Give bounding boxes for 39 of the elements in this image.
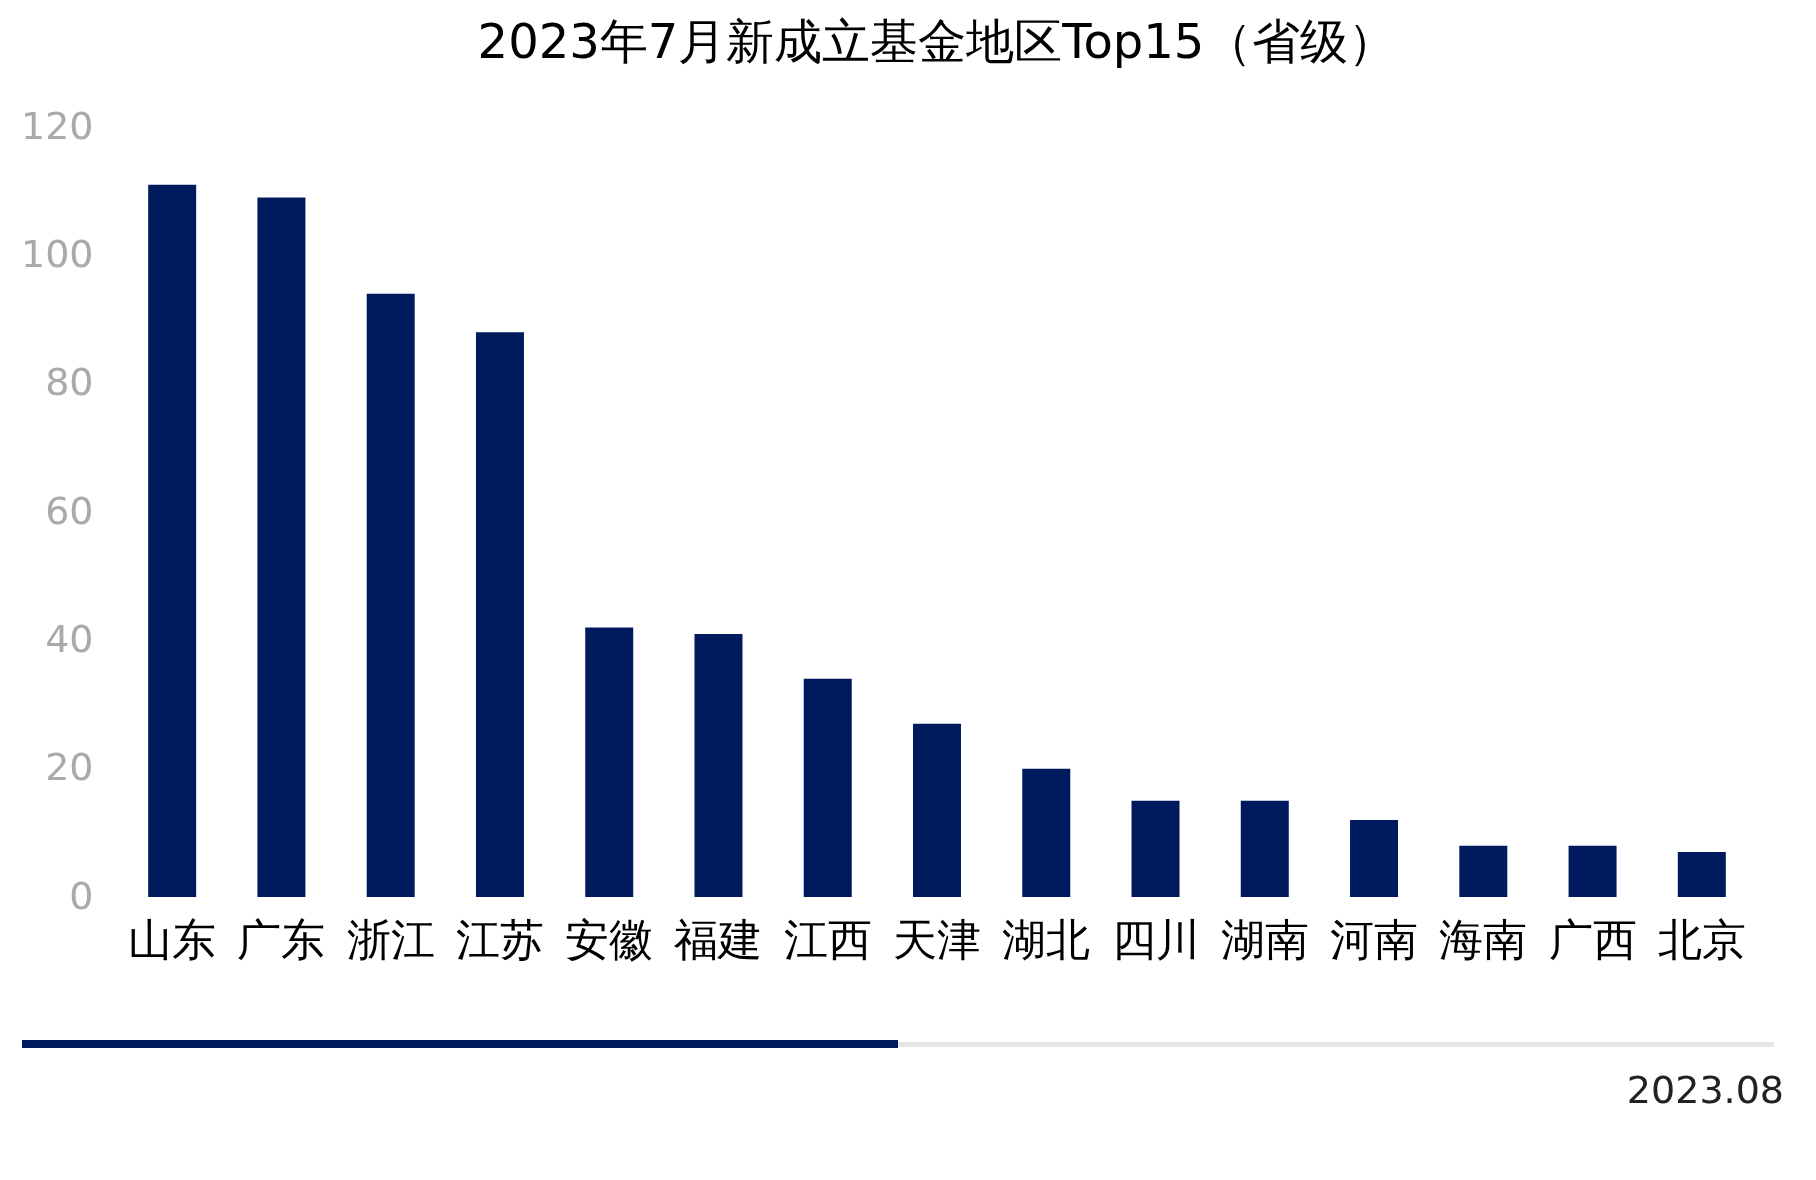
x-tick-label: 福建 (674, 913, 763, 965)
y-tick-label: 60 (45, 488, 94, 533)
bar (366, 293, 415, 897)
x-tick-label: 浙江 (346, 913, 435, 965)
bar (475, 332, 524, 897)
bar (694, 633, 743, 897)
x-tick-label: 海南 (1439, 913, 1528, 965)
x-tick-label: 江西 (783, 913, 872, 965)
x-tick-label: 天津 (893, 913, 981, 965)
bar (585, 627, 634, 897)
y-tick-label: 40 (45, 616, 94, 661)
x-tick-label: 广东 (237, 913, 326, 965)
text: 2023.08 (1626, 1068, 1784, 1112)
bar (1240, 800, 1289, 897)
x-tick-label: 湖南 (1220, 913, 1309, 965)
x-tick-label: 江苏 (455, 913, 544, 965)
x-tick-label: 安徽 (565, 913, 654, 965)
bar (1568, 845, 1617, 897)
y-tick-label: 0 (69, 873, 94, 918)
x-tick-label: 河南 (1330, 913, 1419, 965)
y-tick-label: 20 (45, 745, 94, 790)
y-tick-label: 80 (45, 360, 94, 405)
bar (1350, 820, 1399, 897)
y-tick-label: 120 (20, 103, 94, 148)
y-tick-label: 100 (20, 231, 94, 276)
bar (1677, 852, 1726, 897)
x-tick-label: 四川 (1111, 913, 1200, 965)
x-tick-label: 广西 (1548, 913, 1637, 965)
x-tick-label: 北京 (1657, 913, 1746, 965)
x-tick-label: 山东 (128, 913, 217, 965)
bar (1459, 845, 1508, 897)
bar (1131, 800, 1180, 897)
bar (1022, 768, 1071, 897)
bar (257, 197, 306, 897)
bar (913, 723, 961, 897)
bar (803, 678, 852, 897)
chart-title: 2023年7月新成立基金地区Top15（省级） (477, 13, 1397, 69)
bar (148, 184, 197, 897)
x-tick-label: 湖北 (1002, 913, 1091, 965)
